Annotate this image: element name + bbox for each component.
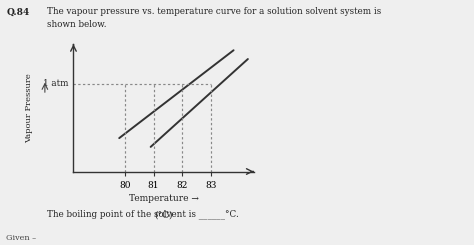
Text: Given –: Given – bbox=[6, 234, 36, 242]
Text: (°C): (°C) bbox=[154, 210, 173, 219]
Text: The vapour pressure vs. temperature curve for a solution solvent system is
shown: The vapour pressure vs. temperature curv… bbox=[47, 7, 382, 29]
Text: Vapour Pressure: Vapour Pressure bbox=[25, 73, 33, 143]
Text: Q.84: Q.84 bbox=[6, 7, 29, 16]
Text: The boiling point of the solvent is ______°C.: The boiling point of the solvent is ____… bbox=[47, 209, 239, 219]
Text: 1 atm: 1 atm bbox=[43, 79, 68, 88]
Text: Temperature →: Temperature → bbox=[128, 194, 199, 203]
